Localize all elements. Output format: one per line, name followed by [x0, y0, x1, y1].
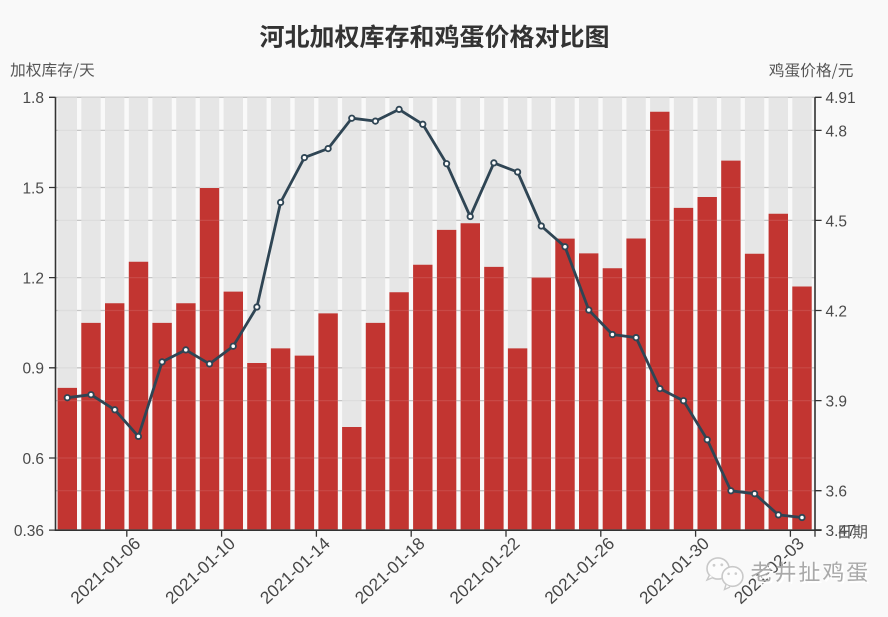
svg-text:0.36: 0.36 [14, 523, 44, 540]
svg-text:1.5: 1.5 [22, 180, 44, 197]
svg-text:3.6: 3.6 [826, 484, 848, 501]
svg-text:4.91: 4.91 [826, 90, 856, 107]
svg-text:4.8: 4.8 [826, 123, 848, 140]
svg-text:0.9: 0.9 [22, 361, 44, 378]
svg-text:0.6: 0.6 [22, 451, 44, 468]
svg-text:4.5: 4.5 [826, 213, 848, 230]
svg-text:4.2: 4.2 [826, 303, 848, 320]
svg-text:1.2: 1.2 [22, 271, 44, 288]
svg-text:3.9: 3.9 [826, 394, 848, 411]
svg-text:1.8: 1.8 [22, 90, 44, 107]
